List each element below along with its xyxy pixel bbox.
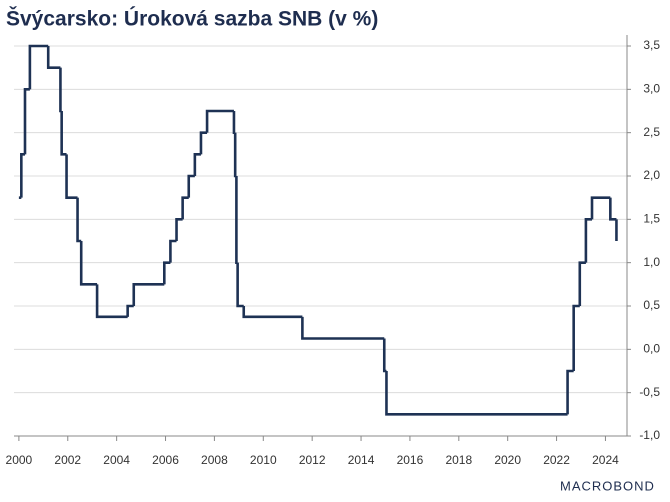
step-segment (233, 132, 237, 178)
step-segment (199, 131, 208, 155)
step-segment (572, 304, 580, 371)
step-segment (235, 176, 238, 264)
x-tick-label: 2016 (397, 453, 424, 467)
step-segment (181, 196, 189, 220)
y-tick-label: 3,5 (643, 38, 660, 52)
y-tick-label: 0,5 (643, 298, 660, 312)
x-tick-label: 2000 (6, 453, 33, 467)
step-segment (382, 338, 387, 373)
step-segment (126, 304, 134, 317)
x-tick-label: 2002 (54, 453, 81, 467)
y-tick-label: -1,0 (639, 428, 660, 442)
y-tick-label: 2,0 (643, 168, 660, 182)
step-segment (566, 369, 574, 415)
y-tick-label: 0,0 (643, 342, 660, 356)
y-tick-label: -0,5 (639, 385, 660, 399)
step-segment (60, 111, 67, 156)
x-tick-label: 2018 (445, 453, 472, 467)
step-segment (46, 46, 61, 69)
step-segment (163, 261, 171, 285)
step-segment (578, 261, 586, 306)
step-segment (132, 283, 165, 306)
step-segment (28, 44, 49, 90)
step-segment (205, 109, 234, 133)
step-segment (59, 67, 62, 113)
x-tick-label: 2020 (494, 453, 521, 467)
step-segment (385, 371, 568, 416)
step-segment (193, 153, 201, 176)
step-segment (236, 262, 244, 308)
y-tick-label: 2,5 (643, 125, 660, 139)
y-tick-label: 1,0 (643, 255, 660, 269)
step-segment (242, 306, 303, 319)
x-tick-label: 2010 (250, 453, 277, 467)
step-segment (169, 239, 177, 263)
x-tick-label: 2008 (201, 453, 228, 467)
step-segment (590, 196, 611, 220)
y-tick-label: 3,0 (643, 82, 660, 96)
step-segment (584, 218, 593, 263)
x-tick-label: 2006 (152, 453, 179, 467)
step-segment (65, 154, 78, 199)
step-segment (187, 174, 195, 198)
x-tick-label: 2014 (348, 453, 375, 467)
step-segment (23, 88, 30, 155)
x-tick-label: 2004 (103, 453, 130, 467)
step-segment (175, 218, 183, 241)
x-tick-label: 2022 (543, 453, 570, 467)
step-segment (609, 197, 617, 221)
x-tick-label: 2024 (592, 453, 619, 467)
step-segment (301, 316, 385, 340)
x-tick-label: 2012 (299, 453, 326, 467)
y-tick-label: 1,5 (643, 212, 660, 226)
step-segment (95, 284, 128, 319)
step-segment (232, 111, 236, 134)
step-segment (79, 241, 98, 286)
source-logo: MACROBOND (560, 478, 655, 493)
chart-title: Švýcarsko: Úroková sazba SNB (v %) (6, 7, 378, 31)
